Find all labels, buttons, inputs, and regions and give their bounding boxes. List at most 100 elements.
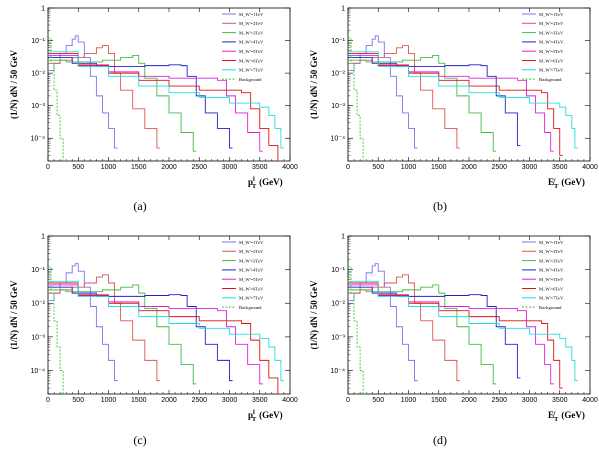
legend-entry: M_W'=6TeV xyxy=(539,58,564,63)
x-tick-label: 2500 xyxy=(491,164,507,171)
x-axis-label-main: E̸ xyxy=(548,177,556,187)
x-tick-label: 2500 xyxy=(191,397,207,404)
legend-entry: M_W'=3TeV xyxy=(539,258,564,263)
legend-entry: M_W'=1TeV xyxy=(239,12,264,17)
y-tick-label: 10⁻⁴ xyxy=(31,368,46,375)
series-line-3 xyxy=(48,286,233,382)
x-tick-label: 2000 xyxy=(461,397,477,404)
series-line-2 xyxy=(48,284,197,385)
series-line-5 xyxy=(348,282,563,389)
x-axis-label-main: p xyxy=(248,177,253,187)
y-tick-label: 1 xyxy=(341,234,345,241)
x-tick-label: 2500 xyxy=(191,164,207,171)
x-tick-label: 500 xyxy=(372,397,384,404)
x-tick-label: 4000 xyxy=(282,397,298,404)
legend-entry: M_W'=4TeV xyxy=(539,268,564,273)
x-tick-label: 3000 xyxy=(222,397,238,404)
chart-panel-d: 0 500 1000 1500 2000 2500 3000 3500 4000 1 10⁻¹ 10⁻… xyxy=(309,234,598,448)
x-tick-label: 3000 xyxy=(222,164,238,171)
chart-panel-a: 0 500 1000 1500 2000 2500 3000 3500 4000 1 10⁻¹ 10⁻… xyxy=(9,6,298,214)
legend-entry: M_W'=7TeV xyxy=(539,68,564,73)
legend-entry: M_W'=3TeV xyxy=(239,30,264,35)
x-tick-label: 4000 xyxy=(582,164,598,171)
legend-entry: M_W'=7TeV xyxy=(239,68,264,73)
x-tick-label: 500 xyxy=(72,164,84,171)
y-tick-label: 10⁻³ xyxy=(331,334,345,341)
legend-entry: M_W'=5TeV xyxy=(239,277,264,282)
legend-entry: M_W'=6TeV xyxy=(239,286,264,291)
x-tick-label: 0 xyxy=(346,164,350,171)
chart-panel-b: 0 500 1000 1500 2000 2500 3000 3500 4000 1 10⁻¹ 10⁻… xyxy=(309,6,598,214)
y-tick-label: 10⁻³ xyxy=(31,103,45,110)
legend-entry: M_W'=7TeV xyxy=(539,296,564,301)
legend-entry: M_W'=2TeV xyxy=(239,249,264,254)
x-axis-label-unit: (GeV) xyxy=(259,177,283,187)
x-tick-label: 2000 xyxy=(461,164,477,171)
x-tick-label: 3500 xyxy=(252,164,268,171)
legend-entry: M_W'=1TeV xyxy=(239,240,264,245)
y-tick-label: 10⁻¹ xyxy=(31,267,45,274)
x-tick-label: 3000 xyxy=(522,164,538,171)
x-tick-label: 2000 xyxy=(161,397,177,404)
series-line-7 xyxy=(48,37,67,161)
legend-entry: Background xyxy=(239,77,262,82)
series-line-3 xyxy=(348,57,521,146)
legend-entry: M_W'=3TeV xyxy=(239,258,264,263)
y-tick-label: 10⁻² xyxy=(31,71,45,78)
x-tick-label: 1000 xyxy=(401,164,417,171)
y-tick-label: 10⁻⁴ xyxy=(331,368,346,375)
x-axis-label-sup: l xyxy=(253,409,255,416)
series-line-1 xyxy=(48,274,160,382)
y-tick-label: 10⁻³ xyxy=(31,334,45,341)
x-tick-label: 3500 xyxy=(552,164,568,171)
x-tick-label: 0 xyxy=(346,397,350,404)
series-line-7 xyxy=(348,266,367,394)
legend-entry: M_W'=5TeV xyxy=(539,277,564,282)
series-line-2 xyxy=(48,54,197,152)
legend-entry: M_W'=3TeV xyxy=(539,30,564,35)
x-tick-label: 1500 xyxy=(431,164,447,171)
y-tick-label: 10⁻² xyxy=(31,301,45,308)
x-axis-label-sub: T xyxy=(252,416,257,423)
series-line-4 xyxy=(348,284,554,385)
x-tick-label: 3500 xyxy=(252,397,268,404)
x-axis-label-sub: T xyxy=(252,183,257,190)
y-axis-label: (1/N) dN / 50 GeV xyxy=(309,280,319,349)
x-axis-label-main: p xyxy=(248,410,253,420)
x-tick-label: 500 xyxy=(72,397,84,404)
series-line-0 xyxy=(348,35,418,149)
panel-caption: (c) xyxy=(133,433,146,447)
x-axis-label-sub: T xyxy=(554,416,559,423)
series-line-1 xyxy=(48,45,160,149)
x-tick-label: 2500 xyxy=(491,397,507,404)
x-axis-label: pl T (GeV) xyxy=(248,176,283,190)
x-axis-label: pl T (GeV) xyxy=(248,409,283,423)
legend-entry: M_W'=2TeV xyxy=(239,21,264,26)
series-line-6 xyxy=(48,51,284,149)
x-tick-label: 4000 xyxy=(582,397,598,404)
x-tick-label: 1500 xyxy=(131,164,147,171)
x-axis-label-main: E̸ xyxy=(548,410,556,420)
legend-entry: M_W'=4TeV xyxy=(539,40,564,45)
y-tick-label: 1 xyxy=(41,6,45,13)
x-axis-label: E̸T (GeV) xyxy=(548,177,585,190)
legend-entry: Background xyxy=(539,305,562,310)
chart-panel-c: 0 500 1000 1500 2000 2500 3000 3500 4000 1 10⁻¹ 10⁻… xyxy=(9,234,298,448)
y-axis-label: (1/N) dN / 50 GeV xyxy=(9,50,19,119)
x-tick-label: 3500 xyxy=(552,397,568,404)
series-line-3 xyxy=(48,57,233,149)
legend-entry: M_W'=4TeV xyxy=(239,268,264,273)
legend-entry: M_W'=1TeV xyxy=(539,240,564,245)
panel-caption: (b) xyxy=(433,199,447,213)
series-line-2 xyxy=(348,284,497,385)
x-tick-label: 1000 xyxy=(101,397,117,404)
x-tick-label: 500 xyxy=(372,164,384,171)
x-tick-label: 1000 xyxy=(101,164,117,171)
y-tick-label: 1 xyxy=(341,6,345,13)
y-tick-label: 10⁻⁴ xyxy=(31,136,46,143)
series-line-1 xyxy=(348,45,460,149)
x-tick-label: 4000 xyxy=(282,164,298,171)
legend-entry: M_W'=6TeV xyxy=(239,58,264,63)
x-axis-label: E̸T (GeV) xyxy=(548,410,585,423)
